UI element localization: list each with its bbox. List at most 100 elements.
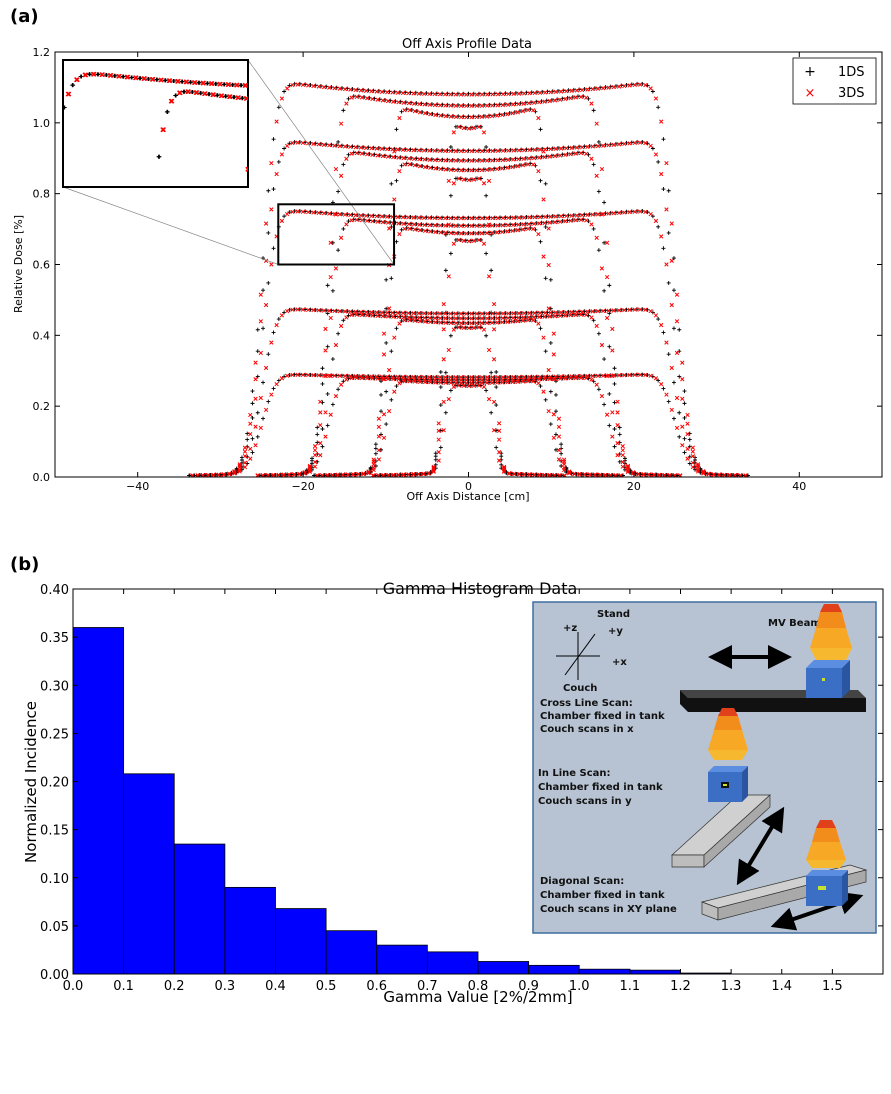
point-3ds <box>585 373 590 379</box>
point-3ds <box>427 157 432 162</box>
point-3ds <box>542 155 547 160</box>
zoom-point-3ds <box>227 94 233 100</box>
point-3ds <box>416 215 422 220</box>
point-3ds <box>558 214 564 219</box>
point-3ds <box>358 88 364 93</box>
histogram-x-label: Gamma Value [2%/2mm] <box>383 988 572 1006</box>
point-3ds <box>448 223 453 228</box>
point-3ds <box>495 223 500 228</box>
point-3ds <box>479 92 485 97</box>
point-3ds <box>369 310 374 315</box>
point-3ds <box>527 311 532 316</box>
point-3ds <box>446 178 451 184</box>
point-3ds <box>353 145 358 150</box>
panel-label-b: (b) <box>10 554 39 575</box>
point-3ds <box>476 124 482 130</box>
point-3ds <box>543 90 548 95</box>
legend-label-1ds: 1DS <box>838 65 865 80</box>
point-3ds <box>515 110 520 115</box>
point-3ds <box>441 399 446 405</box>
point-3ds <box>421 311 427 316</box>
point-3ds <box>391 155 396 160</box>
point-3ds <box>392 335 397 340</box>
zoom-point-1ds <box>63 105 67 110</box>
point-3ds <box>253 396 258 401</box>
point-3ds <box>722 472 727 477</box>
point-3ds <box>521 156 526 162</box>
point-3ds <box>580 309 585 314</box>
point-3ds <box>552 314 558 319</box>
point-3ds <box>258 319 263 324</box>
zoom-point-1ds <box>242 214 246 218</box>
x-tick-label: 0.6 <box>366 979 387 994</box>
point-1ds <box>591 108 596 113</box>
point-3ds <box>448 158 453 163</box>
point-1ds <box>273 473 278 477</box>
point-3ds <box>443 148 448 154</box>
point-1ds <box>393 376 398 381</box>
y-tick-label: 0.2 <box>33 400 51 413</box>
y-tick-label: 0.25 <box>40 727 69 742</box>
point-3ds <box>564 213 569 219</box>
point-3ds <box>606 373 611 378</box>
point-3ds <box>515 319 520 324</box>
point-3ds <box>490 311 495 316</box>
point-3ds <box>651 472 657 477</box>
point-3ds <box>595 373 601 378</box>
gantry-head-2 <box>708 708 748 760</box>
point-3ds <box>338 235 344 240</box>
point-3ds <box>428 229 433 234</box>
point-3ds <box>522 472 527 477</box>
point-3ds <box>464 321 469 326</box>
point-3ds <box>263 365 269 371</box>
zoom-point-3ds <box>150 76 156 82</box>
point-1ds <box>553 447 558 452</box>
point-3ds <box>490 223 495 228</box>
point-3ds <box>396 155 401 160</box>
point-3ds <box>448 103 453 108</box>
point-1ds <box>289 472 294 477</box>
point-3ds <box>428 112 433 117</box>
y-tick-label: 0.05 <box>40 920 69 935</box>
zoom-point-3ds <box>91 71 97 77</box>
point-3ds <box>417 315 422 320</box>
point-3ds <box>211 472 216 477</box>
point-3ds <box>406 221 412 227</box>
point-3ds <box>271 472 276 477</box>
point-3ds <box>627 372 632 378</box>
point-1ds <box>650 214 655 219</box>
point-3ds <box>274 171 279 177</box>
point-3ds <box>311 307 316 313</box>
point-3ds <box>417 319 423 324</box>
point-3ds <box>732 473 738 477</box>
point-1ds <box>650 89 655 94</box>
point-3ds <box>379 214 385 219</box>
point-3ds <box>365 218 370 223</box>
point-3ds <box>306 307 311 313</box>
point-3ds <box>573 218 578 223</box>
point-3ds <box>484 380 490 386</box>
point-1ds <box>320 381 325 386</box>
point-3ds <box>333 166 339 172</box>
point-3ds <box>558 219 563 224</box>
point-3ds <box>411 156 417 162</box>
point-3ds <box>258 425 263 431</box>
point-3ds <box>411 91 416 96</box>
point-3ds <box>443 103 448 108</box>
point-1ds <box>538 384 543 389</box>
point-1ds <box>682 436 687 441</box>
point-3ds <box>242 460 248 465</box>
point-3ds <box>411 472 416 477</box>
point-3ds <box>258 292 263 297</box>
point-3ds <box>597 472 603 477</box>
point-3ds <box>412 227 418 232</box>
point-3ds <box>506 311 511 316</box>
point-1ds <box>553 432 558 437</box>
point-3ds <box>441 301 446 307</box>
point-1ds <box>282 146 287 151</box>
point-3ds <box>453 223 459 228</box>
point-3ds <box>316 210 321 216</box>
y-tick-label: 0.0 <box>33 471 51 484</box>
point-3ds <box>285 86 290 91</box>
point-1ds <box>336 331 341 336</box>
